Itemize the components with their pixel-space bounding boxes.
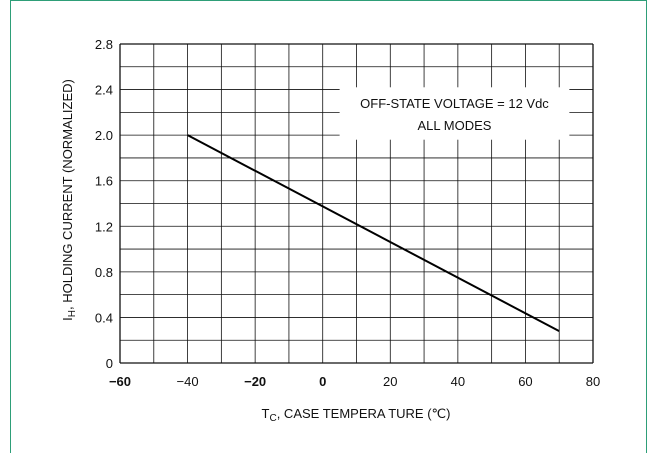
annotation-text: OFF-STATE VOLTAGE = 12 Vdc (360, 96, 549, 111)
x-tick-label: −60 (109, 374, 131, 389)
x-axis-label: TC, CASE TEMPERA TURE (℃) (262, 406, 451, 424)
holding-current-line (187, 134, 560, 332)
y-axis-label: IH, HOLDING CURRENT (NORMALIZED) (60, 79, 78, 321)
x-tick-label: 60 (518, 374, 532, 389)
y-tick-label: 2.0 (95, 128, 113, 143)
tick-labels: 0 0.4 0.8 1.2 1.6 2.0 2.4 2.8 −60 −40 −20 0 20 40 60 80 (95, 37, 600, 389)
y-tick-label: 1.2 (95, 219, 113, 234)
x-tick-label: −20 (244, 374, 266, 389)
annotation-text: ALL MODES (418, 118, 492, 133)
y-tick-label: 2.8 (95, 37, 113, 52)
y-tick-label: 2.4 (95, 83, 113, 98)
annotation-box: OFF-STATE VOLTAGE = 12 Vdc ALL MODES (339, 87, 570, 140)
series-layer (187, 134, 560, 332)
y-tick-label: 1.6 (95, 174, 113, 189)
annotation-background (339, 87, 570, 140)
x-tick-label: 80 (586, 374, 600, 389)
x-tick-label: 40 (451, 374, 465, 389)
y-tick-label: 0 (106, 356, 113, 371)
x-tick-label: 20 (383, 374, 397, 389)
x-tick-label: −40 (177, 374, 199, 389)
y-tick-label: 0.8 (95, 265, 113, 280)
y-tick-label: 0.4 (95, 310, 113, 325)
figure-frame (10, 0, 647, 453)
x-tick-label: 0 (319, 374, 326, 389)
